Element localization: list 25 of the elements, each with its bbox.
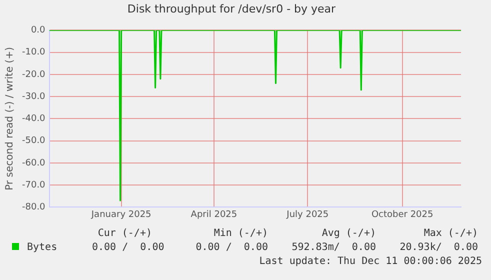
x-tick-label: January 2025 <box>90 210 152 220</box>
text: 592.83m/ 0.00 <box>290 242 376 252</box>
legend-label: Bytes <box>27 242 58 252</box>
x-tick-label: April 2025 <box>190 210 238 220</box>
text: Max (-/+) <box>422 228 478 238</box>
y-tick-label: 0.0 <box>30 26 46 36</box>
chart-title: Disk throughput for /dev/sr0 - by year <box>127 2 336 16</box>
text: 0.00 / 0.00 <box>196 242 268 252</box>
y-tick-label: -10.0 <box>22 48 46 58</box>
text: Last update: Thu Dec 11 00:00:06 2025 <box>258 254 482 268</box>
text: Min (-/+) <box>212 228 268 238</box>
y-tick-label: -20.0 <box>22 70 46 80</box>
y-tick-label: -70.0 <box>22 180 46 190</box>
y-tick-label: -30.0 <box>22 92 46 102</box>
text: Avg (-/+) <box>320 228 376 238</box>
y-tick-label: -40.0 <box>22 114 46 124</box>
y-tick-label: -80.0 <box>22 202 46 213</box>
text: 20.93k/ 0.00 <box>398 242 478 252</box>
text: 0.00 / 0.00 <box>92 242 164 252</box>
y-tick-label: -50.0 <box>22 136 46 146</box>
y-axis-title: Pr second read (-) / write (+) <box>4 46 16 190</box>
text: Cur (-/+) <box>96 228 152 238</box>
x-tick-label: July 2025 <box>286 210 329 220</box>
y-tick-label: -60.0 <box>22 158 46 168</box>
x-tick-label: October 2025 <box>371 210 434 220</box>
